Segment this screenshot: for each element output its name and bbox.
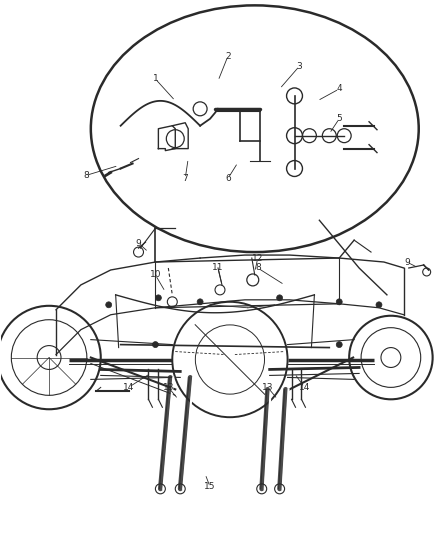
Text: 6: 6 <box>225 174 231 183</box>
Circle shape <box>376 302 382 308</box>
Text: 14: 14 <box>299 383 310 392</box>
Text: 5: 5 <box>336 114 342 123</box>
Text: 15: 15 <box>204 482 216 491</box>
Circle shape <box>106 302 112 308</box>
Text: 13: 13 <box>162 383 174 392</box>
Circle shape <box>197 299 203 305</box>
Circle shape <box>277 295 283 301</box>
Text: 8: 8 <box>83 171 89 180</box>
Circle shape <box>155 295 161 301</box>
Text: 7: 7 <box>182 174 188 183</box>
Text: 13: 13 <box>262 383 273 392</box>
Circle shape <box>336 299 342 305</box>
Text: 1: 1 <box>152 75 158 84</box>
Text: 9: 9 <box>136 239 141 248</box>
Circle shape <box>152 342 159 348</box>
Text: 2: 2 <box>225 52 231 61</box>
Text: 3: 3 <box>297 61 302 70</box>
Text: 10: 10 <box>150 270 161 279</box>
Text: 12: 12 <box>252 254 263 263</box>
Text: 8: 8 <box>255 263 261 272</box>
Text: 4: 4 <box>336 84 342 93</box>
Text: 11: 11 <box>212 263 224 272</box>
Text: 14: 14 <box>123 383 134 392</box>
Circle shape <box>336 342 342 348</box>
Text: 9: 9 <box>404 257 410 266</box>
